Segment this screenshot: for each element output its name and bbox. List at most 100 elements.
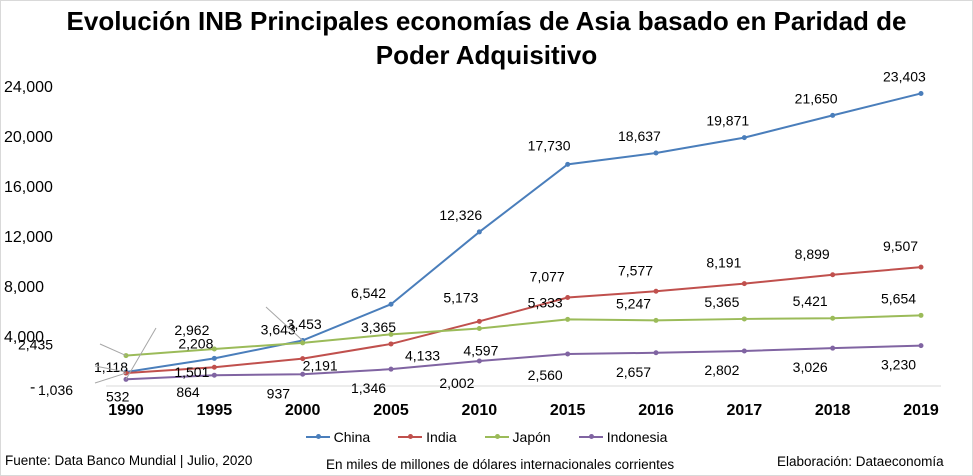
series-line <box>125 314 922 357</box>
data-label: 23,403 <box>883 68 926 84</box>
data-label: 3,453 <box>287 316 322 332</box>
data-point <box>918 343 924 349</box>
data-point <box>830 272 836 278</box>
series-line <box>125 344 922 381</box>
data-label: 3,643 <box>261 321 296 337</box>
data-label: 1,501 <box>174 364 209 380</box>
data-label: 1,036 <box>38 382 73 398</box>
leader-line <box>99 343 127 357</box>
data-label: 8,191 <box>706 255 741 271</box>
x-tick-label: 2015 <box>550 402 586 419</box>
data-label: 1,346 <box>351 380 386 396</box>
data-label: 7,577 <box>618 262 653 278</box>
data-label: 12,326 <box>439 207 482 223</box>
data-point <box>388 366 394 372</box>
data-point <box>211 372 217 378</box>
data-point <box>565 316 571 322</box>
data-label: 5,333 <box>528 294 563 310</box>
data-label: 3,230 <box>881 357 916 373</box>
data-point <box>476 326 482 332</box>
legend-swatch <box>398 434 423 439</box>
legend-label: Indonesia <box>606 429 668 445</box>
legend-label: China <box>333 429 371 445</box>
data-label: 5,654 <box>881 290 916 306</box>
data-point <box>565 295 571 301</box>
data-point <box>653 350 659 356</box>
data-label: 2,560 <box>528 367 563 383</box>
leader-line <box>265 306 304 341</box>
legend-item: Japón <box>484 429 551 445</box>
data-point <box>388 341 394 347</box>
data-label: 7,077 <box>530 269 565 285</box>
x-tick-label: 2000 <box>285 402 321 419</box>
units-note: En miles de millones de dólares internac… <box>326 457 675 472</box>
data-label: 2,435 <box>18 337 53 353</box>
y-tick-label: 16,000 <box>4 179 53 196</box>
chart-title-line-2: Poder Adquisitivo <box>375 40 598 70</box>
legend-swatch <box>305 434 330 439</box>
data-point <box>211 346 217 352</box>
data-label: 2,002 <box>439 375 474 391</box>
leader-line <box>94 365 127 373</box>
y-tick-label: 24,000 <box>4 79 53 96</box>
data-label: 2,802 <box>704 362 739 378</box>
data-point <box>565 161 571 167</box>
x-tick-label: 2018 <box>815 402 851 419</box>
data-point <box>653 288 659 294</box>
data-point <box>300 371 306 377</box>
data-point <box>830 315 836 321</box>
data-label: 9,507 <box>883 238 918 254</box>
data-label: 5,247 <box>616 295 651 311</box>
data-point <box>741 316 747 322</box>
data-label: 5,173 <box>443 289 478 305</box>
data-point <box>653 317 659 323</box>
y-tick-label: 8,000 <box>4 279 44 296</box>
data-point <box>741 135 747 141</box>
legend-item: China <box>305 429 371 445</box>
legend-swatch <box>578 434 603 439</box>
data-label: 18,637 <box>618 128 661 144</box>
data-point <box>653 150 659 156</box>
x-tick-label: 2010 <box>462 402 498 419</box>
data-label: 2,208 <box>178 335 213 351</box>
series-line <box>125 92 922 374</box>
data-label: 3,026 <box>793 359 828 375</box>
legend-label: India <box>426 429 457 445</box>
series-line <box>125 266 922 375</box>
leader-line <box>94 372 127 384</box>
x-tick-label: 2019 <box>903 402 939 419</box>
data-label: 3,365 <box>361 319 396 335</box>
data-label: 6,542 <box>351 285 386 301</box>
data-point <box>918 90 924 96</box>
data-point <box>918 264 924 270</box>
x-tick-label: 2017 <box>727 402 763 419</box>
y-tick-label: 20,000 <box>4 129 53 146</box>
data-point <box>476 318 482 324</box>
leader-line <box>125 327 157 380</box>
data-point <box>476 229 482 235</box>
data-point <box>211 364 217 370</box>
data-label: 2,191 <box>303 358 338 374</box>
credit-note: Elaboración: Dataeconomía <box>777 454 944 469</box>
legend-item: India <box>398 429 457 445</box>
data-label: 4,133 <box>405 347 440 363</box>
y-tick-label: 12,000 <box>4 229 53 246</box>
y-tick-label: 4,000 <box>4 329 44 346</box>
data-label: 864 <box>176 384 200 400</box>
data-label: 5,365 <box>704 294 739 310</box>
data-point <box>211 355 217 361</box>
y-tick-label: - <box>30 379 35 396</box>
data-label: 19,871 <box>706 113 749 129</box>
data-point <box>918 312 924 318</box>
data-point <box>741 348 747 354</box>
data-label: 532 <box>106 388 130 404</box>
data-label: 2,962 <box>174 322 209 338</box>
data-point <box>388 331 394 337</box>
chart-title-line-1: Evolución INB Principales economías de A… <box>66 6 907 36</box>
data-point <box>476 358 482 364</box>
x-tick-label: 1990 <box>108 402 144 419</box>
data-label: 21,650 <box>795 90 838 106</box>
data-label: 4,597 <box>463 343 498 359</box>
data-point <box>741 281 747 287</box>
data-point <box>830 345 836 351</box>
